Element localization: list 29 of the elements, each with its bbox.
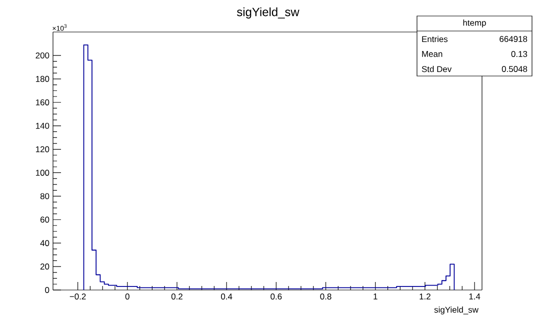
x-tick-label: 0.8 <box>320 294 332 300</box>
y-tick-label: 200 <box>36 52 50 58</box>
y-tick-label: 20 <box>40 264 50 270</box>
x-axis-title: sigYield_sw <box>434 306 478 314</box>
y-tick-label: 120 <box>36 146 50 152</box>
x-tick-label: −0.2 <box>70 294 86 300</box>
text: 0.13 <box>511 51 528 57</box>
y-tick-label: 180 <box>36 76 50 82</box>
y-tick-label: 80 <box>40 193 50 200</box>
chart-title: sigYield_sw <box>236 7 300 19</box>
x-tick-label: 1.2 <box>420 294 430 300</box>
text: 0.5048 <box>502 66 528 72</box>
y-tick-label: 60 <box>40 216 50 223</box>
y-tick-label: 140 <box>36 122 50 129</box>
y-tick-label: 160 <box>36 99 50 106</box>
y-tick-label: 0 <box>45 287 50 293</box>
x-tick-label: 0 <box>125 294 130 300</box>
y-tick-label: 100 <box>36 170 50 176</box>
y-tick-label: 40 <box>40 240 50 246</box>
annotation: Entries <box>422 36 448 42</box>
annotation: Std Dev <box>422 66 452 72</box>
text: 664918 <box>500 36 528 42</box>
x-tick-label: 1 <box>374 294 378 300</box>
annotation: Mean <box>422 51 442 57</box>
x-tick-label: 0.6 <box>270 294 282 300</box>
text: htemp <box>463 20 486 28</box>
x-tick-label: 1.4 <box>469 294 480 300</box>
x-tick-label: 0.4 <box>221 294 232 300</box>
x-tick-label: 0.2 <box>171 294 182 300</box>
